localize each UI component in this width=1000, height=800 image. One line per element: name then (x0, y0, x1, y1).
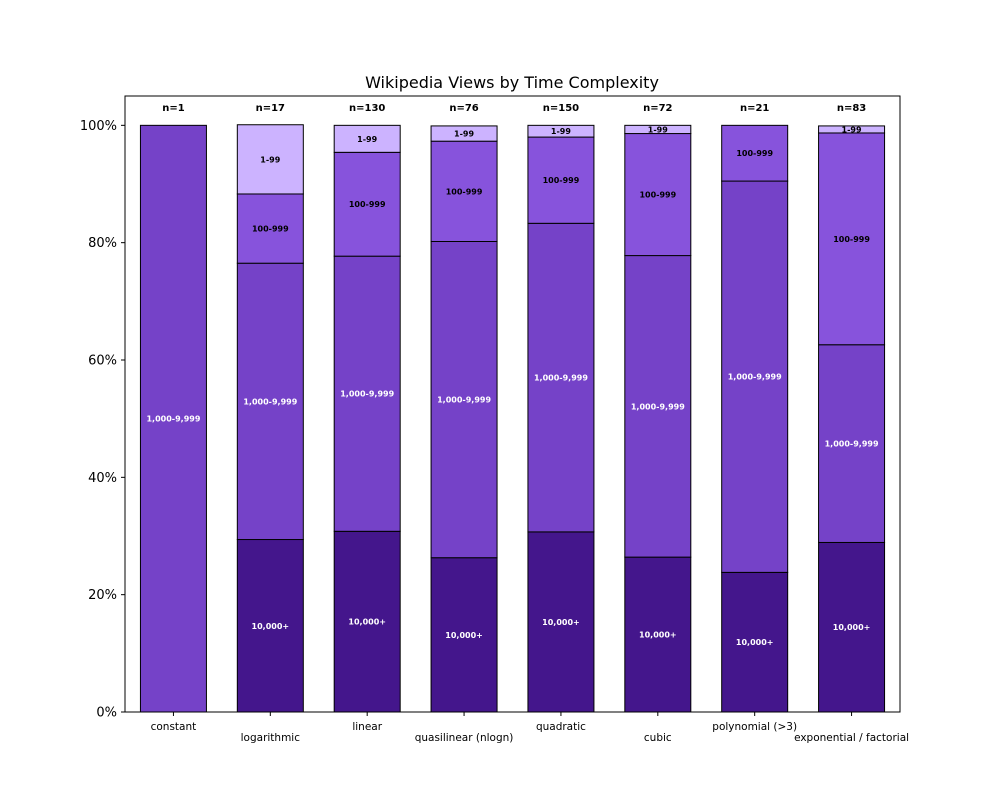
bar-quasilinear-nlogn-100-999 (430, 140, 498, 242)
segment-label: 10,000+ (736, 638, 774, 647)
x-tick-label: linear (352, 721, 382, 733)
segment-label: 1,000-9,999 (146, 415, 200, 424)
bar-linear-100-999 (333, 151, 401, 257)
bar-quasilinear-nlogn-10-000 (430, 557, 498, 713)
x-tick-label: exponential / factorial (794, 732, 909, 744)
segment-label: 1,000-9,999 (437, 396, 491, 405)
segment-label: 1,000-9,999 (340, 390, 394, 399)
bar-cubic-10-000 (624, 556, 692, 713)
segment-label: 1,000-9,999 (534, 374, 588, 383)
bar-quadratic-100-999 (527, 136, 595, 224)
segment-label: 10,000+ (639, 631, 677, 640)
x-tick-label: quasilinear (nlogn) (415, 732, 514, 744)
segment-label: 1-99 (260, 155, 280, 164)
bar-quasilinear-nlogn-1-000-9-999 (430, 240, 498, 559)
segment-label: 1-99 (842, 125, 862, 134)
bar-exponential-factorial-1-99 (818, 125, 886, 134)
segment-label: 100-999 (252, 225, 289, 234)
n-label: n=76 (449, 103, 478, 114)
segment-label: 10,000+ (445, 631, 483, 640)
bar-logarithmic-1-99 (236, 124, 304, 195)
segment-label: 1,000-9,999 (243, 397, 297, 406)
segment-label: 10,000+ (348, 618, 386, 627)
n-label: n=17 (256, 103, 285, 114)
bar-logarithmic-100-999 (236, 193, 304, 264)
x-tick-label: constant (151, 721, 197, 733)
segment-label: 1,000-9,999 (631, 402, 685, 411)
segment-label: 100-999 (446, 187, 483, 196)
bar-quadratic-1-000-9-999 (527, 222, 595, 533)
chart-title: Wikipedia Views by Time Complexity (365, 73, 659, 92)
segment-label: 1,000-9,999 (728, 373, 782, 382)
segment-label: 100-999 (639, 191, 676, 200)
bar-logarithmic-10-000 (236, 539, 304, 713)
x-tick-label: polynomial (>3) (712, 721, 797, 733)
segment-label: 1-99 (551, 127, 571, 136)
y-tick-label: 0% (96, 706, 117, 721)
segment-label: 100-999 (543, 176, 580, 185)
bar-quasilinear-nlogn-1-99 (430, 125, 498, 142)
bar-cubic-100-999 (624, 133, 692, 257)
segment-label: 1,000-9,999 (825, 440, 879, 449)
x-tick-label: cubic (644, 732, 672, 744)
bar-constant-1-000-9-999 (139, 124, 207, 713)
bar-polynomial-3-100-999 (721, 124, 789, 182)
n-label: n=130 (349, 103, 385, 114)
n-label: n=21 (740, 103, 769, 114)
y-tick-label: 100% (80, 119, 117, 134)
n-labels-group: n=1 n=17 n=130 n=76 n=150 n=72 n=21 n=83 (162, 103, 866, 114)
bar-polynomial-3-10-000 (721, 571, 789, 713)
segment-label: 10,000+ (542, 618, 580, 627)
bar-linear-1-99 (333, 124, 401, 153)
bar-cubic-1-99 (624, 124, 692, 135)
bars-group (139, 124, 886, 713)
segment-label: 10,000+ (252, 622, 290, 631)
segment-label: 10,000+ (833, 623, 871, 632)
n-label: n=83 (837, 103, 866, 114)
bar-exponential-factorial-1-000-9-999 (818, 344, 886, 543)
bar-exponential-factorial-100-999 (818, 132, 886, 346)
y-axis: 0% 20% 40% 60% 80% 100% (80, 119, 125, 721)
segment-label: 100-999 (349, 200, 386, 209)
x-tick-label: quadratic (536, 721, 586, 733)
x-axis: constant logarithmic linear quasilinear (nl… (151, 712, 909, 744)
segment-label: 1-99 (454, 130, 474, 139)
bar-linear-1-000-9-999 (333, 255, 401, 532)
bar-linear-10-000 (333, 530, 401, 713)
segment-label: 1-99 (357, 135, 377, 144)
segment-label: 100-999 (736, 149, 773, 158)
n-label: n=1 (162, 103, 184, 114)
x-tick-label: logarithmic (241, 732, 301, 744)
segment-label: 100-999 (833, 235, 870, 244)
bar-quadratic-10-000 (527, 531, 595, 713)
segment-labels-group: 1,000-9,999 10,000+ 1,000-9,999 100-999 1-99… (146, 125, 878, 647)
bar-cubic-1-000-9-999 (624, 255, 692, 558)
n-label: n=150 (543, 103, 579, 114)
y-tick-label: 20% (88, 588, 117, 603)
y-tick-label: 60% (88, 354, 117, 369)
bar-polynomial-3-1-000-9-999 (721, 180, 789, 573)
bar-quadratic-1-99 (527, 124, 595, 138)
segment-label: 1-99 (648, 125, 668, 134)
y-tick-label: 40% (88, 471, 117, 486)
y-tick-label: 80% (88, 236, 117, 251)
plot-frame (124, 95, 901, 713)
bar-exponential-factorial-10-000 (818, 541, 886, 713)
n-label: n=72 (643, 103, 672, 114)
